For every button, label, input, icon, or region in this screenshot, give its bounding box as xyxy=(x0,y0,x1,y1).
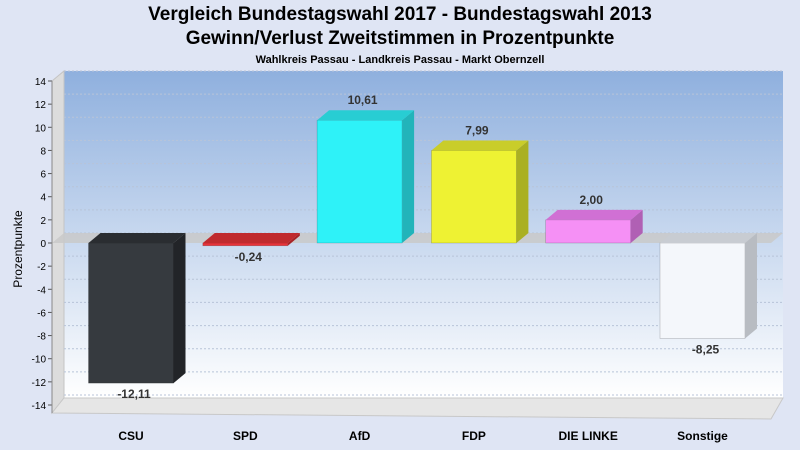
bar-value-label: -12,11 xyxy=(117,387,151,401)
y-tick-label: -10 xyxy=(32,355,47,366)
bar-side xyxy=(287,233,300,246)
y-tick-label: 2 xyxy=(40,216,46,227)
y-tick-label: -14 xyxy=(32,401,47,412)
bar-front xyxy=(659,242,746,339)
bar-value-label: 10,61 xyxy=(348,93,378,107)
bar-fdp xyxy=(431,140,529,244)
bar-side xyxy=(173,233,186,384)
plot-floor xyxy=(50,397,784,420)
bar-front xyxy=(431,150,517,244)
y-tick-label: -4 xyxy=(37,285,46,296)
bar-top xyxy=(317,110,415,121)
chart-caption: Wahlkreis Passau - Landkreis Passau - Ma… xyxy=(255,54,545,66)
x-tick-label: SPD xyxy=(233,429,258,443)
bar-value-label: -0,24 xyxy=(235,250,263,264)
bar-top xyxy=(660,233,757,243)
bar-die-linke xyxy=(545,209,643,244)
bar-value-label: 2,00 xyxy=(580,193,604,207)
bar-front xyxy=(316,119,403,244)
bar-side xyxy=(402,110,415,243)
bar-side xyxy=(516,140,529,243)
bar-front xyxy=(88,242,174,384)
y-tick-label: 12 xyxy=(35,100,47,111)
chart-subtitle: Gewinn/Verlust Zweitstimmen in Prozentpu… xyxy=(185,28,615,49)
x-tick-label: Sonstige xyxy=(677,429,728,443)
y-tick-label: -12 xyxy=(32,378,47,389)
bar-value-label: 7,99 xyxy=(465,124,489,138)
x-tick-label: FDP xyxy=(462,429,486,443)
y-tick-label: 6 xyxy=(40,170,46,181)
bar-afd xyxy=(316,110,415,244)
bar-top xyxy=(88,233,186,243)
bar-csu xyxy=(88,233,186,384)
bar-front xyxy=(202,242,289,247)
x-tick-label: AfD xyxy=(349,429,371,443)
bar-spd xyxy=(202,233,300,247)
bar-sonstige xyxy=(659,233,757,339)
y-tick-label: -8 xyxy=(37,332,46,343)
bar-top xyxy=(545,209,643,220)
bar-top xyxy=(431,140,529,151)
bar-side xyxy=(745,233,757,339)
x-tick-label: CSU xyxy=(118,429,143,443)
y-tick-label: 0 xyxy=(40,239,46,250)
bar-side xyxy=(630,209,643,243)
y-tick-label: 4 xyxy=(40,193,46,204)
y-axis-label: Prozentpunkte xyxy=(11,210,25,288)
bar-front xyxy=(545,219,632,244)
x-tick-label: DIE LINKE xyxy=(559,429,618,443)
bar-value-label: -8,25 xyxy=(692,342,720,356)
y-tick-label: 10 xyxy=(35,123,47,134)
chart-title: Vergleich Bundestagswahl 2017 - Bundesta… xyxy=(148,4,652,25)
bar-top xyxy=(202,233,300,243)
y-tick-label: -6 xyxy=(37,308,46,319)
y-tick-label: 8 xyxy=(40,146,46,157)
y-tick-label: 14 xyxy=(35,77,47,88)
y-tick-label: -2 xyxy=(37,262,46,273)
